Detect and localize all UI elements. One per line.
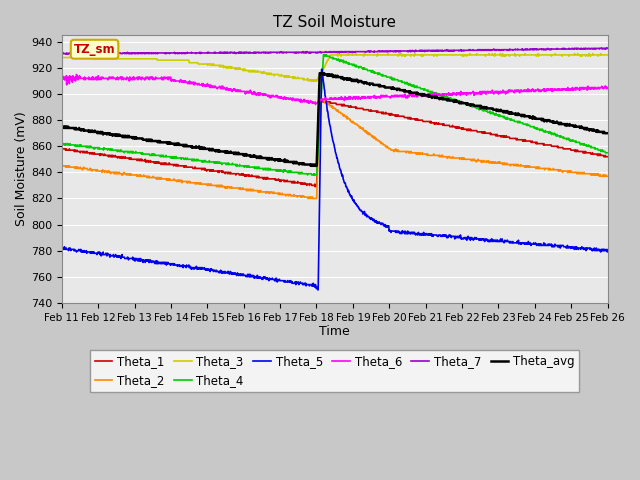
- Theta_5: [166, 261, 173, 266]
- Line: Theta_5: Theta_5: [61, 69, 607, 290]
- Theta_6: [180, 78, 188, 84]
- Theta_5: [318, 66, 326, 72]
- Title: TZ Soil Moisture: TZ Soil Moisture: [273, 15, 396, 30]
- Theta_1: [604, 154, 611, 159]
- Theta_7: [58, 51, 65, 57]
- Theta_3: [179, 57, 187, 63]
- Theta_avg: [307, 163, 314, 168]
- Theta_4: [540, 128, 547, 133]
- Theta_2: [166, 176, 173, 182]
- Theta_6: [540, 86, 547, 92]
- Theta_avg: [58, 124, 65, 130]
- Theta_6: [166, 75, 174, 81]
- Line: Theta_3: Theta_3: [61, 54, 607, 81]
- Line: Theta_6: Theta_6: [61, 74, 607, 105]
- Theta_3: [420, 52, 428, 58]
- Theta_1: [540, 142, 547, 148]
- Theta_6: [492, 89, 499, 95]
- Theta_2: [420, 151, 428, 157]
- Theta_4: [241, 164, 248, 170]
- Theta_avg: [604, 131, 611, 136]
- Text: TZ_sm: TZ_sm: [74, 43, 115, 56]
- Theta_avg: [179, 142, 187, 148]
- Theta_1: [58, 146, 65, 152]
- Theta_1: [179, 163, 187, 168]
- Legend: Theta_1, Theta_2, Theta_3, Theta_4, Theta_5, Theta_6, Theta_7, Theta_avg: Theta_1, Theta_2, Theta_3, Theta_4, Thet…: [90, 350, 579, 392]
- Theta_4: [304, 172, 312, 178]
- Theta_1: [241, 172, 248, 178]
- Theta_5: [314, 287, 322, 293]
- Theta_avg: [241, 151, 248, 157]
- Theta_5: [58, 245, 65, 251]
- Theta_1: [311, 184, 319, 190]
- Theta_5: [540, 241, 547, 247]
- Line: Theta_avg: Theta_avg: [61, 73, 607, 166]
- Theta_4: [604, 150, 611, 156]
- Line: Theta_1: Theta_1: [61, 101, 607, 187]
- Theta_1: [315, 98, 323, 104]
- Theta_2: [604, 173, 611, 179]
- Theta_2: [316, 95, 324, 101]
- Line: Theta_2: Theta_2: [61, 98, 607, 198]
- Theta_7: [62, 51, 70, 57]
- Theta_3: [241, 66, 248, 72]
- Theta_3: [540, 52, 547, 58]
- Theta_5: [179, 265, 187, 271]
- Theta_4: [319, 52, 327, 58]
- Theta_4: [492, 112, 499, 118]
- Theta_7: [604, 46, 611, 51]
- X-axis label: Time: Time: [319, 325, 350, 338]
- Theta_3: [304, 78, 312, 84]
- Theta_3: [604, 52, 611, 58]
- Theta_2: [241, 186, 248, 192]
- Theta_7: [491, 48, 499, 53]
- Theta_avg: [420, 91, 428, 97]
- Theta_4: [58, 141, 65, 146]
- Theta_7: [420, 48, 428, 54]
- Y-axis label: Soil Moisture (mV): Soil Moisture (mV): [15, 112, 28, 227]
- Theta_4: [179, 155, 187, 161]
- Theta_7: [166, 50, 174, 56]
- Theta_7: [540, 47, 547, 53]
- Theta_2: [492, 159, 499, 165]
- Theta_5: [241, 273, 248, 278]
- Theta_3: [333, 51, 341, 57]
- Theta_2: [540, 166, 547, 171]
- Theta_2: [304, 195, 312, 201]
- Theta_3: [492, 52, 499, 58]
- Theta_4: [166, 154, 173, 159]
- Theta_7: [241, 49, 248, 55]
- Theta_1: [166, 162, 173, 168]
- Theta_2: [58, 163, 65, 168]
- Theta_6: [420, 93, 428, 98]
- Theta_avg: [540, 117, 547, 123]
- Theta_avg: [166, 141, 173, 146]
- Theta_6: [58, 74, 65, 80]
- Theta_6: [604, 84, 611, 90]
- Theta_3: [58, 55, 65, 60]
- Theta_avg: [492, 107, 499, 113]
- Theta_7: [180, 50, 188, 56]
- Theta_avg: [316, 70, 324, 76]
- Theta_3: [166, 57, 173, 63]
- Theta_6: [73, 72, 81, 77]
- Theta_5: [604, 248, 611, 253]
- Theta_2: [179, 179, 187, 184]
- Line: Theta_7: Theta_7: [61, 48, 607, 54]
- Theta_4: [420, 86, 428, 92]
- Theta_5: [420, 232, 428, 238]
- Line: Theta_4: Theta_4: [61, 55, 607, 175]
- Theta_5: [492, 237, 499, 243]
- Theta_1: [420, 119, 428, 124]
- Theta_1: [492, 132, 499, 137]
- Theta_6: [312, 102, 319, 108]
- Theta_7: [598, 45, 605, 50]
- Theta_6: [241, 89, 248, 95]
